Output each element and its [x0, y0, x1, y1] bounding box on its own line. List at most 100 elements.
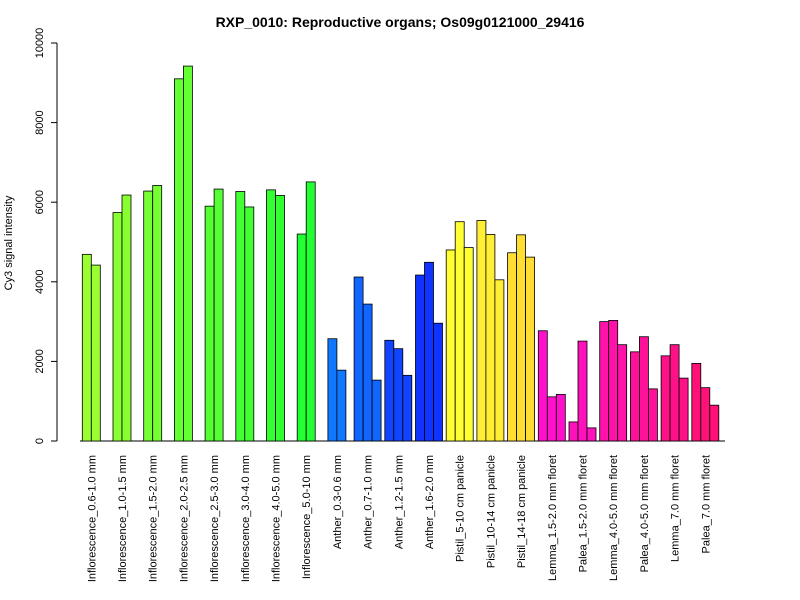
bar [305, 181, 316, 442]
bar [709, 404, 720, 442]
category-label: Lemma_7.0 mm floret [670, 455, 682, 562]
bar [525, 256, 535, 442]
bar [384, 339, 395, 442]
bar [213, 188, 224, 442]
bar-group [204, 188, 224, 442]
category-label: Anther_0.3-0.6 mm [332, 455, 344, 549]
bar [173, 78, 184, 442]
bar [555, 394, 566, 442]
bar-group [630, 336, 658, 442]
category-label: Lemma_4.0-5.0 mm floret [608, 455, 620, 581]
bar [353, 276, 364, 442]
bar [463, 247, 474, 442]
bar-group [353, 276, 382, 442]
bar-group [507, 234, 535, 442]
bar [81, 253, 92, 442]
bar-group [266, 189, 285, 442]
bar-group [327, 338, 347, 442]
bar-group [691, 362, 720, 442]
bar [204, 205, 215, 442]
y-tick-label: 4000 [34, 270, 46, 294]
bar [445, 249, 456, 442]
category-label: Pistil_14-18 cm panicle [516, 455, 528, 568]
category-label: Anther_1.6-2.0 mm [424, 455, 436, 549]
bar-group [81, 253, 101, 442]
bar [507, 252, 518, 442]
bar [362, 303, 373, 442]
bar [424, 261, 434, 442]
category-label: Palea_4.0-5.0 mm floret [639, 455, 651, 572]
bar-group [476, 220, 505, 442]
bar [630, 351, 640, 442]
bar [546, 396, 557, 442]
category-label: Anther_0.7-1.0 mm [363, 455, 375, 549]
bar [516, 234, 526, 442]
category-labels: Inflorescence_0.6-1.0 mm Inflorescence_1.… [86, 455, 712, 582]
bar-group [660, 344, 689, 442]
bar-group [173, 65, 193, 442]
chart-title: RXP_0010: Reproductive organs; Os09g0121… [216, 14, 585, 30]
bar [476, 220, 487, 442]
category-label: Pistil_10-14 cm panicle [485, 455, 497, 568]
bar [402, 374, 413, 442]
category-label: Inflorescence_5.0-10 mm [301, 455, 313, 579]
bar-group [296, 181, 316, 442]
bar [660, 355, 671, 442]
y-axis: 0 2000 4000 6000 8000 10000 [34, 28, 58, 444]
bar [617, 344, 628, 442]
bar [143, 190, 154, 442]
bar-group [384, 339, 413, 442]
bar-group [568, 340, 597, 442]
y-tick-label: 0 [34, 438, 46, 444]
category-label: Inflorescence_3.0-4.0 mm [240, 455, 252, 582]
bar-group [537, 330, 566, 442]
bar [691, 362, 702, 442]
bar [433, 322, 443, 442]
bar [371, 379, 382, 442]
bar [485, 234, 496, 442]
category-label: Inflorescence_0.6-1.0 mm [86, 455, 98, 582]
y-tick-label: 8000 [34, 110, 46, 134]
bar [152, 185, 163, 442]
bar [599, 321, 610, 442]
bar [275, 195, 285, 442]
bar [182, 65, 193, 442]
bar [494, 279, 505, 442]
category-label: Inflorescence_2.5-3.0 mm [209, 455, 221, 582]
category-label: Lemma_1.5-2.0 mm floret [547, 455, 559, 581]
bar [700, 387, 711, 442]
bar [121, 194, 132, 442]
bar-group [112, 194, 132, 442]
y-tick-label: 2000 [34, 349, 46, 373]
category-label: Inflorescence_4.0-5.0 mm [271, 455, 283, 582]
bar-group [235, 191, 255, 442]
bar [568, 421, 579, 442]
bar [296, 233, 307, 442]
category-label: Inflorescence_1.0-1.5 mm [117, 455, 129, 582]
bar [639, 336, 649, 442]
bar-group [445, 221, 474, 442]
category-label: Palea_7.0 mm floret [700, 455, 712, 553]
bar [678, 377, 689, 442]
bar [577, 340, 588, 442]
y-tick-label: 10000 [34, 28, 46, 59]
bar [648, 388, 658, 442]
category-label: Anther_1.2-1.5 mm [393, 455, 405, 549]
category-label: Inflorescence_2.0-2.5 mm [178, 455, 190, 582]
bar [586, 427, 597, 442]
bar [669, 344, 680, 442]
bar [327, 338, 338, 442]
bars [81, 65, 720, 442]
y-axis-label: Cy3 signal intensity [3, 195, 15, 290]
bar [608, 320, 619, 442]
bar [393, 348, 404, 442]
bar-group [599, 320, 628, 442]
bar [415, 274, 425, 442]
category-label: Palea_1.5-2.0 mm floret [578, 455, 590, 572]
category-label: Pistil_5-10 cm panicle [455, 455, 467, 562]
bar [112, 212, 123, 442]
bar [90, 264, 101, 442]
bar [244, 206, 255, 442]
bar [454, 221, 465, 442]
bar [336, 369, 347, 442]
